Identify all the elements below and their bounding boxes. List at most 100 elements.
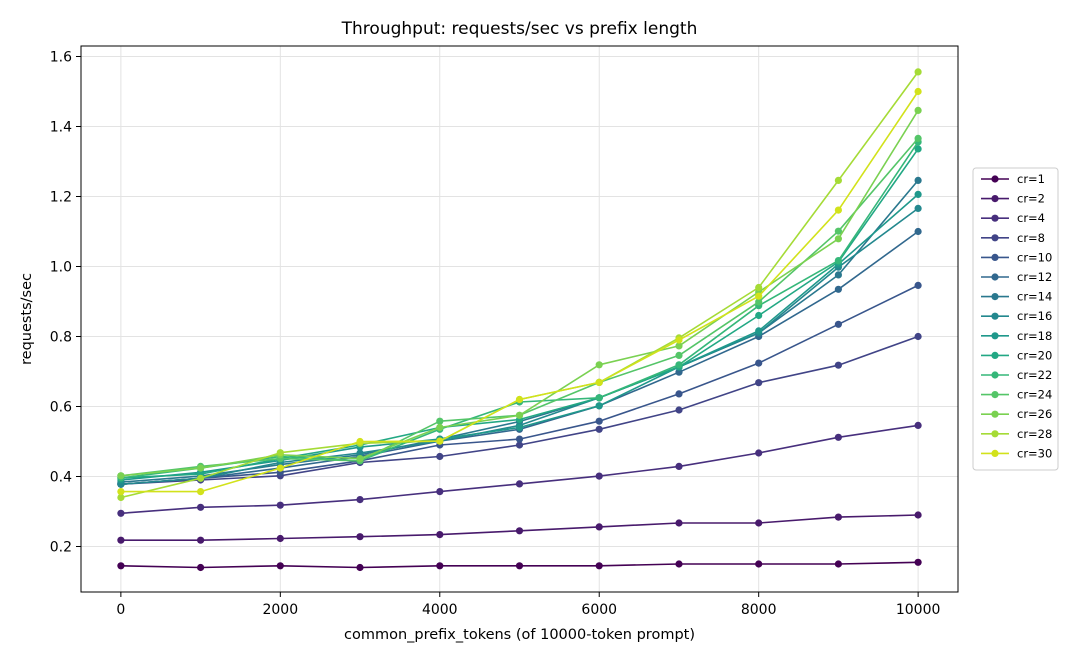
data-point: [356, 437, 364, 446]
data-point: [356, 563, 364, 572]
data-point: [515, 441, 524, 449]
legend-label: cr=28: [1017, 427, 1052, 441]
legend-item: cr=28: [981, 427, 1052, 441]
legend-label: cr=20: [1017, 348, 1052, 362]
data-point: [595, 394, 603, 402]
data-point: [595, 562, 603, 570]
data-point: [755, 283, 763, 292]
legend-marker: [991, 312, 999, 320]
x-tick-label: 2000: [262, 602, 298, 618]
legend-item: cr=8: [981, 231, 1045, 245]
series-line: [120, 71, 919, 499]
legend-item: cr=18: [981, 329, 1052, 343]
series-cr-2: [117, 511, 922, 544]
data-point: [675, 390, 683, 398]
series-cr-4: [117, 421, 922, 517]
legend-item: cr=12: [981, 270, 1052, 284]
data-point: [914, 227, 922, 236]
series-cr-10: [117, 281, 922, 488]
data-point: [914, 87, 922, 96]
data-point: [914, 204, 922, 212]
legend-label: cr=10: [1017, 250, 1052, 264]
axes: 0 2000 4000 6000 8000 10000 0.2 0.4 0.6 0.8 1.0 1.2…: [50, 50, 941, 619]
x-tick-label: 6000: [581, 602, 617, 618]
data-point: [117, 509, 125, 517]
legend-marker: [991, 371, 999, 379]
data-point: [276, 449, 284, 457]
data-point: [755, 292, 763, 300]
data-point: [834, 433, 843, 441]
data-point: [117, 493, 125, 502]
data-point: [914, 145, 922, 153]
legend: cr=1 cr=2 cr=4 cr=8 cr=10 cr=12 cr=14 cr=16 cr=1…: [972, 167, 1059, 471]
legend-marker: [991, 410, 999, 418]
data-point: [197, 536, 205, 544]
x-tick-label: 0: [116, 602, 125, 618]
data-point: [595, 361, 603, 369]
data-point: [755, 359, 763, 367]
data-point: [117, 536, 125, 544]
data-point: [675, 361, 683, 369]
legend-item: cr=30: [981, 446, 1052, 460]
grid-lines: [81, 46, 958, 592]
data-point: [515, 435, 524, 443]
data-point: [276, 464, 284, 472]
data-point: [515, 527, 524, 535]
legend-label: cr=2: [1017, 192, 1045, 206]
series-cr-8: [117, 332, 922, 488]
data-point: [276, 562, 284, 570]
series-cr-30: [117, 87, 922, 496]
y-tick-label: 1.2: [50, 190, 72, 206]
legend-item: cr=24: [981, 388, 1052, 402]
legend-marker: [991, 253, 999, 261]
y-tick-label: 0.2: [50, 540, 72, 556]
data-point: [515, 423, 524, 432]
data-point: [197, 464, 205, 472]
data-point: [914, 106, 922, 114]
x-tick-label: 10000: [896, 602, 941, 618]
y-tick-label: 1.6: [50, 50, 72, 66]
legend-marker: [991, 430, 999, 438]
data-point: [675, 519, 683, 527]
legend-label: cr=1: [1017, 172, 1045, 186]
data-point: [595, 417, 603, 425]
data-series: [117, 68, 922, 572]
data-point: [197, 503, 205, 511]
data-point: [197, 474, 205, 482]
data-point: [834, 206, 843, 214]
data-point: [675, 336, 683, 344]
legend-marker: [991, 449, 999, 457]
data-point: [595, 378, 603, 386]
data-point: [436, 452, 444, 461]
chart-title: Throughput: requests/sec vs prefix lengt…: [341, 19, 698, 39]
legend-item: cr=14: [981, 290, 1052, 304]
data-point: [834, 176, 843, 184]
data-point: [515, 411, 524, 419]
legend-label: cr=4: [1017, 211, 1045, 225]
series-cr-26: [117, 106, 922, 480]
data-point: [276, 534, 284, 543]
x-tick-label: 8000: [741, 602, 777, 618]
data-point: [914, 332, 922, 341]
data-point: [117, 488, 125, 496]
data-point: [515, 562, 524, 570]
data-point: [595, 425, 603, 433]
legend-marker: [991, 175, 999, 183]
data-point: [675, 560, 683, 568]
x-tick-label: 4000: [422, 602, 458, 618]
legend-marker: [991, 391, 999, 399]
data-point: [356, 533, 364, 541]
data-point: [914, 176, 922, 184]
data-point: [834, 271, 843, 279]
legend-label: cr=30: [1017, 446, 1052, 460]
data-point: [675, 368, 683, 376]
data-point: [356, 449, 364, 457]
legend-label: cr=12: [1017, 270, 1052, 284]
data-point: [276, 501, 284, 509]
legend-label: cr=16: [1017, 309, 1052, 323]
legend-marker: [991, 273, 999, 281]
plot-frame: [80, 45, 959, 593]
data-point: [356, 496, 364, 504]
data-point: [755, 379, 763, 387]
data-point: [436, 417, 444, 425]
